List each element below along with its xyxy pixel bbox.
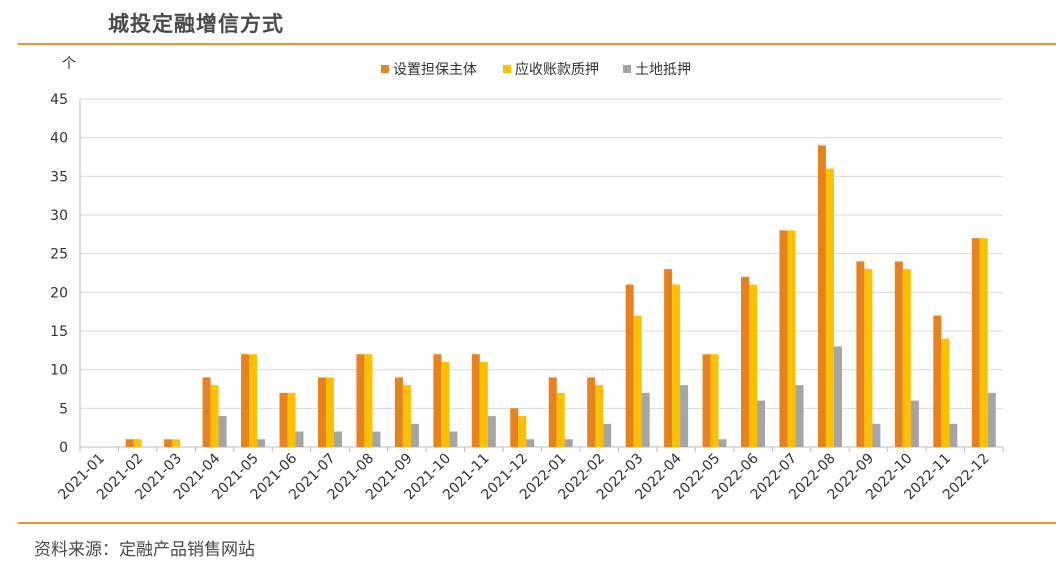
bar-1: [894, 261, 903, 447]
bar-2: [979, 238, 988, 447]
chart-title: 城投定融增信方式: [108, 12, 284, 36]
bar-2: [595, 385, 604, 447]
bar-2: [133, 439, 142, 447]
bar-3: [987, 392, 996, 447]
legend-label: 设置担保主体: [393, 62, 477, 78]
bar-2: [325, 377, 334, 447]
bar-1: [356, 354, 365, 447]
bar-3: [718, 439, 727, 447]
bar-3: [641, 392, 650, 447]
top-rule: [18, 43, 1056, 45]
bar-2: [710, 354, 719, 447]
bar-2: [518, 416, 527, 447]
source-note: 资料来源：定融产品销售网站: [34, 540, 255, 560]
bar-3: [795, 385, 804, 447]
bar-3: [603, 423, 612, 447]
x-axis-ticks: 2021-012021-022021-032021-042021-052021-…: [55, 447, 1004, 503]
bar-2: [402, 385, 411, 447]
bar-1: [817, 145, 826, 447]
bar-1: [933, 315, 942, 447]
bar-1: [856, 261, 865, 447]
bar-1: [664, 269, 673, 447]
bar-2: [287, 392, 296, 447]
bar-1: [433, 354, 442, 447]
y-tick-label: 40: [50, 131, 68, 147]
bar-2: [864, 269, 873, 447]
y-tick-label: 30: [50, 208, 68, 224]
bar-1: [548, 377, 557, 447]
bar-3: [526, 439, 535, 447]
bar-1: [164, 439, 173, 447]
bar-3: [949, 423, 958, 447]
bar-3: [910, 400, 919, 447]
bar-3: [218, 416, 227, 447]
bar-2: [749, 284, 758, 447]
bar-2: [364, 354, 373, 447]
y-tick-label: 35: [50, 169, 68, 185]
bar-1: [587, 377, 596, 447]
bar-1: [779, 230, 788, 447]
bar-2: [825, 168, 834, 447]
bar-2: [556, 392, 565, 447]
bar-3: [449, 431, 458, 447]
bar-3: [372, 431, 381, 447]
y-tick-label: 10: [50, 363, 68, 379]
bar-1: [125, 439, 134, 447]
bar-1: [625, 284, 634, 447]
bar-2: [441, 361, 450, 447]
bar-chart: 个 设置担保主体 应收账款质押 土地抵押 0 5 10 15 20 25 30 35 40 45 20…: [50, 56, 1004, 503]
bottom-rule: [18, 522, 1056, 524]
legend: 设置担保主体 应收账款质押 土地抵押: [381, 61, 691, 78]
y-tick-label: 20: [50, 285, 68, 301]
bar-2: [902, 269, 911, 447]
bar-3: [295, 431, 304, 447]
bar-3: [564, 439, 573, 447]
bar-3: [872, 423, 881, 447]
legend-label: 土地抵押: [635, 62, 691, 78]
bar-1: [241, 354, 250, 447]
bars: [125, 145, 996, 447]
bar-1: [394, 377, 403, 447]
bar-2: [787, 230, 796, 447]
bar-2: [672, 284, 681, 447]
bar-2: [210, 385, 219, 447]
bar-3: [680, 385, 689, 447]
bar-1: [317, 377, 326, 447]
bar-3: [257, 439, 266, 447]
bar-1: [741, 276, 750, 447]
bar-1: [510, 408, 519, 447]
legend-swatch: [503, 65, 511, 73]
bar-1: [202, 377, 211, 447]
bar-1: [702, 354, 711, 447]
bar-2: [479, 361, 488, 447]
y-tick-label: 45: [50, 92, 68, 108]
bar-2: [941, 338, 950, 447]
bar-3: [333, 431, 342, 447]
bar-3: [833, 346, 842, 447]
bar-2: [172, 439, 181, 447]
y-tick-label: 15: [50, 324, 68, 340]
bar-2: [633, 315, 642, 447]
bar-3: [487, 416, 496, 447]
legend-label: 应收账款质押: [515, 61, 599, 78]
y-unit-label: 个: [62, 56, 76, 72]
y-tick-label: 5: [59, 401, 68, 417]
y-tick-label: 25: [50, 247, 68, 263]
bar-1: [971, 238, 980, 447]
y-tick-label: 0: [59, 440, 68, 456]
bar-3: [410, 423, 419, 447]
legend-swatch: [381, 65, 389, 73]
bar-1: [471, 354, 480, 447]
y-axis-ticks: 0 5 10 15 20 25 30 35 40 45: [50, 92, 68, 456]
legend-swatch: [623, 65, 631, 73]
bar-2: [249, 354, 258, 447]
bar-3: [757, 400, 766, 447]
bar-1: [279, 392, 288, 447]
